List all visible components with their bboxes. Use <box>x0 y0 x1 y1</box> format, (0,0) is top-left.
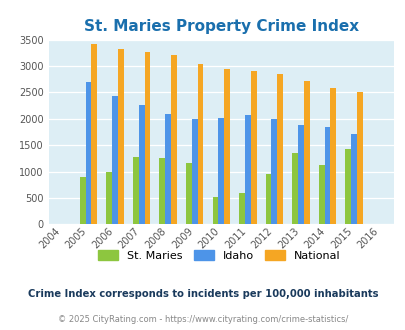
Bar <box>144 52 150 224</box>
Bar <box>185 163 191 224</box>
Bar <box>277 75 282 224</box>
Bar <box>356 92 362 224</box>
Title: St. Maries Property Crime Index: St. Maries Property Crime Index <box>83 19 358 34</box>
Bar <box>165 114 171 224</box>
Legend: St. Maries, Idaho, National: St. Maries, Idaho, National <box>94 246 344 265</box>
Bar <box>91 44 97 224</box>
Bar <box>350 134 356 224</box>
Bar <box>139 105 144 224</box>
Bar <box>159 158 165 224</box>
Bar <box>112 96 118 224</box>
Bar <box>191 119 197 224</box>
Bar <box>303 81 309 224</box>
Bar <box>250 71 256 224</box>
Bar <box>244 115 250 224</box>
Bar <box>218 118 224 224</box>
Bar <box>224 69 230 224</box>
Bar <box>330 88 335 224</box>
Bar <box>318 165 324 224</box>
Bar <box>171 55 177 224</box>
Bar <box>212 197 218 224</box>
Bar <box>106 172 112 224</box>
Bar <box>297 125 303 224</box>
Bar <box>324 127 330 224</box>
Bar <box>265 174 271 224</box>
Bar <box>271 119 277 224</box>
Bar <box>80 177 85 224</box>
Bar <box>197 64 203 224</box>
Bar <box>118 49 124 224</box>
Bar <box>85 82 91 224</box>
Text: Crime Index corresponds to incidents per 100,000 inhabitants: Crime Index corresponds to incidents per… <box>28 289 377 299</box>
Bar <box>239 193 244 224</box>
Bar <box>344 149 350 224</box>
Bar <box>132 157 139 224</box>
Text: © 2025 CityRating.com - https://www.cityrating.com/crime-statistics/: © 2025 CityRating.com - https://www.city… <box>58 315 347 324</box>
Bar <box>292 152 297 224</box>
